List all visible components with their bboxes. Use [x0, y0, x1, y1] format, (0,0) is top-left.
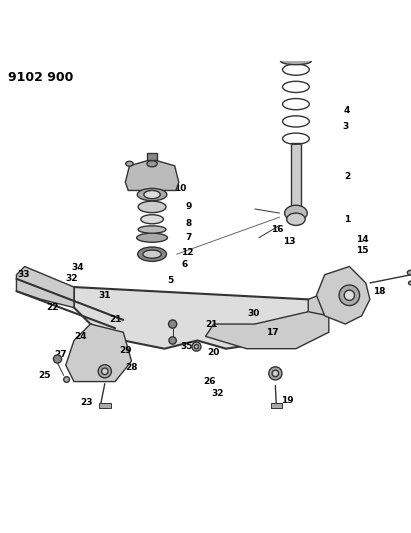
Text: 2: 2: [344, 172, 351, 181]
Ellipse shape: [286, 213, 305, 225]
Text: 33: 33: [18, 270, 30, 279]
Ellipse shape: [280, 58, 312, 64]
Polygon shape: [206, 312, 329, 349]
Ellipse shape: [192, 342, 201, 351]
Text: 6: 6: [181, 260, 187, 269]
Ellipse shape: [143, 250, 161, 259]
Ellipse shape: [144, 190, 160, 199]
Text: 24: 24: [74, 332, 86, 341]
Text: 23: 23: [80, 398, 92, 407]
Text: 18: 18: [373, 287, 385, 296]
Bar: [271, 403, 282, 408]
Ellipse shape: [126, 161, 133, 166]
Ellipse shape: [147, 160, 157, 167]
Text: 14: 14: [356, 235, 369, 244]
Ellipse shape: [136, 233, 168, 243]
Ellipse shape: [344, 290, 354, 301]
Ellipse shape: [280, 49, 312, 58]
Text: 27: 27: [55, 350, 67, 359]
Text: 4: 4: [343, 106, 350, 115]
Text: 32: 32: [212, 390, 224, 398]
Polygon shape: [16, 266, 74, 308]
Text: 9102 900: 9102 900: [8, 71, 74, 84]
Ellipse shape: [98, 365, 111, 378]
Polygon shape: [308, 283, 358, 336]
Polygon shape: [74, 287, 321, 349]
Text: 31: 31: [99, 291, 111, 300]
Text: 28: 28: [125, 362, 138, 372]
Ellipse shape: [137, 188, 167, 201]
Text: 34: 34: [71, 263, 83, 272]
Ellipse shape: [194, 345, 199, 349]
Text: 21: 21: [206, 320, 218, 328]
Polygon shape: [316, 266, 370, 324]
Text: 30: 30: [248, 309, 260, 318]
Text: 21: 21: [109, 316, 121, 325]
Text: 35: 35: [181, 342, 193, 351]
Text: 7: 7: [186, 233, 192, 242]
Ellipse shape: [64, 377, 69, 382]
Text: 25: 25: [38, 371, 51, 380]
Text: 12: 12: [181, 248, 194, 256]
Polygon shape: [125, 160, 179, 190]
Text: 9: 9: [185, 203, 192, 212]
Ellipse shape: [339, 285, 360, 305]
Text: 15: 15: [356, 246, 369, 255]
Ellipse shape: [138, 201, 166, 213]
Ellipse shape: [407, 270, 411, 275]
Bar: [99, 403, 111, 408]
Ellipse shape: [138, 226, 166, 233]
Bar: [291, 143, 301, 217]
Text: 1: 1: [344, 215, 351, 224]
Text: 13: 13: [284, 237, 296, 246]
Text: 17: 17: [266, 328, 278, 337]
Text: 3: 3: [342, 122, 349, 131]
Text: 20: 20: [208, 348, 220, 357]
Ellipse shape: [138, 247, 166, 261]
Polygon shape: [66, 324, 132, 382]
Ellipse shape: [102, 368, 108, 375]
Ellipse shape: [169, 337, 176, 344]
Text: 32: 32: [66, 274, 78, 284]
Text: 26: 26: [203, 377, 216, 386]
Text: 22: 22: [46, 303, 59, 312]
Ellipse shape: [284, 205, 307, 221]
Text: 16: 16: [271, 225, 284, 234]
Bar: [147, 153, 157, 160]
Text: 10: 10: [174, 184, 186, 193]
Ellipse shape: [409, 281, 411, 285]
Text: 5: 5: [167, 277, 174, 285]
Text: 8: 8: [186, 219, 192, 228]
Ellipse shape: [53, 355, 62, 363]
Ellipse shape: [272, 370, 279, 377]
Text: 29: 29: [119, 346, 132, 356]
Ellipse shape: [169, 320, 177, 328]
Text: 19: 19: [282, 395, 294, 405]
Ellipse shape: [269, 367, 282, 380]
Polygon shape: [284, 33, 307, 49]
Ellipse shape: [141, 215, 164, 224]
Text: 11: 11: [132, 180, 144, 189]
